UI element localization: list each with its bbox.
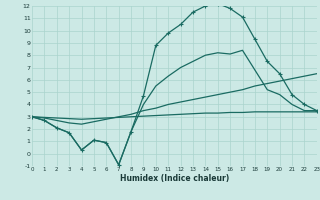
X-axis label: Humidex (Indice chaleur): Humidex (Indice chaleur) — [120, 174, 229, 183]
